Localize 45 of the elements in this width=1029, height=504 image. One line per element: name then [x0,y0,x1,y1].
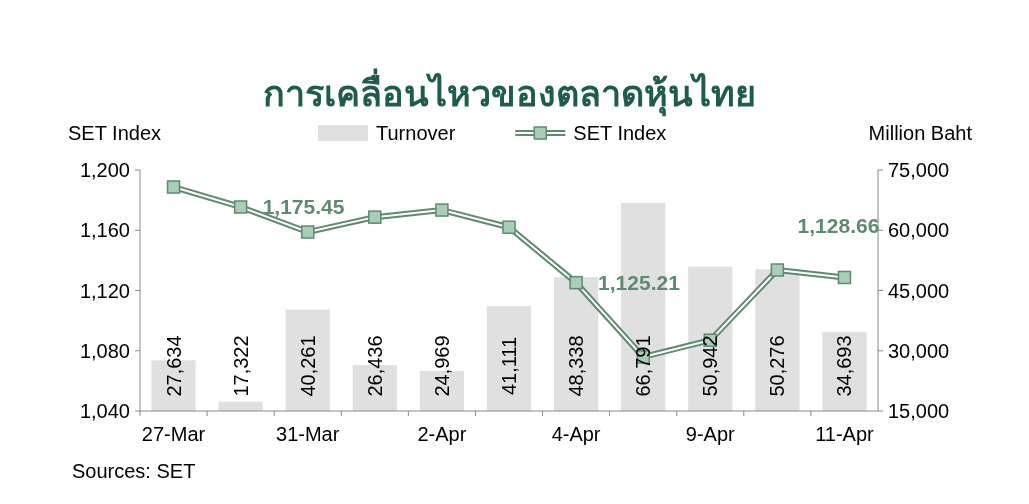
data-label: 24,969 [430,335,453,397]
point [435,203,449,217]
chart-title: การเคลื่อนไหวของตลาดหุ้นไทย [262,68,756,117]
point [770,263,785,277]
y2-tick-label: 15,000 [888,400,950,422]
legend-label: Turnover [376,122,456,144]
point [166,180,181,194]
data-label: 48,338 [565,335,588,397]
data-label: 40,261 [296,335,319,397]
y-tick-label: 1,160 [79,219,130,242]
y-axis-title: SET Index [68,122,162,144]
source-note: Sources: SET [72,460,196,482]
y2-tick-label: 60,000 [888,219,950,242]
data-label: 50,942 [699,335,722,397]
y-tick-label: 1,080 [79,339,130,362]
y-tick-label: 1,120 [79,279,130,302]
x-tick-label: 9-Apr [685,423,736,445]
data-label: 34,693 [833,335,856,397]
y2-tick-label: 45,000 [888,279,950,302]
data-label: 50,276 [766,335,789,397]
y2-tick-label: 75,000 [888,159,950,181]
data-label: 41,111 [498,336,520,396]
x-tick-label: 27-Mar [141,423,206,445]
y2-tick-label: 30,000 [888,339,950,362]
point [300,225,315,239]
data-label: 1,125.21 [598,271,681,295]
y-tick-label: 1,200 [79,159,130,181]
point [837,270,852,285]
data-label: 1,128.66 [797,213,880,237]
x-tick-label: 31-Mar [276,423,340,445]
y-tick-label: 1,040 [79,400,130,422]
data-label: 26,436 [363,335,386,397]
x-tick-label: 4-Apr [551,423,601,445]
data-label: 1,175.45 [262,195,345,219]
x-tick-label: 11-Apr [815,423,875,445]
point [569,275,583,290]
point [368,210,382,224]
y2-axis-title: Million Baht [868,122,973,144]
point [233,200,248,214]
data-label: 66,791 [632,335,655,397]
data-label: 17,322 [229,335,252,397]
data-label: 27,634 [162,335,185,397]
point [502,220,516,234]
x-tick-label: 2-Apr [417,423,467,445]
legend-label: SET Index [573,122,667,144]
